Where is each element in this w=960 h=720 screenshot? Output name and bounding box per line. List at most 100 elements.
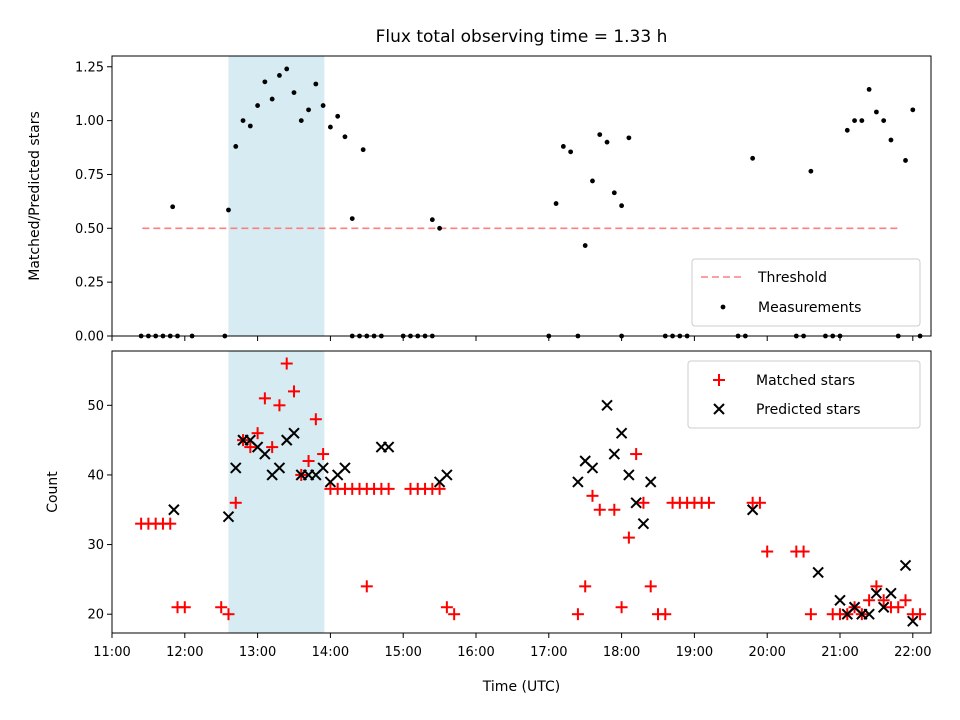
- count-x-ticks: 11:00 12:00 13:00 14:00 15:00 16:00 17:00 18:00…: [93, 633, 932, 660]
- measurement-point: [269, 96, 275, 102]
- ratio-y-axis-label: Matched/Predicted stars: [27, 111, 43, 281]
- x-tick-label: 16:00: [457, 645, 494, 660]
- matched-star-point: [433, 482, 446, 495]
- matched-star-point: [244, 441, 257, 454]
- predicted-star-point: [623, 469, 635, 481]
- matched-star-point: [644, 580, 657, 593]
- measurement-point: [335, 113, 341, 119]
- measurement-point: [226, 207, 231, 213]
- measurement-point: [262, 79, 268, 85]
- measurement-point: [320, 103, 326, 108]
- predicted-star-point: [168, 504, 180, 516]
- matched-star-point: [382, 482, 395, 495]
- predicted-star-point: [601, 399, 613, 412]
- ratio-y-tick-label: 1.25: [75, 60, 104, 75]
- matched-star-point: [586, 489, 599, 502]
- measurement-point: [604, 139, 610, 145]
- x-tick-label: 14:00: [312, 645, 349, 660]
- matched-star-point: [280, 357, 293, 370]
- predicted-star-point: [812, 566, 824, 579]
- ratio-y-tick-label: 0.00: [75, 330, 104, 345]
- matched-star-point: [702, 496, 715, 509]
- ratio-legend-box: [691, 258, 921, 327]
- legend-predicted-label: Predicted stars: [756, 402, 861, 418]
- measurement-point: [277, 72, 282, 78]
- ratio-observing-span: [228, 56, 325, 336]
- x-tick-label: 15:00: [384, 645, 421, 660]
- predicted-star-point: [586, 462, 599, 474]
- x-tick-label: 18:00: [603, 645, 640, 660]
- matched-star-point: [622, 531, 635, 544]
- ratio-panel: Flux total observing time = 1.33 h 0.000…: [27, 27, 932, 345]
- matched-star-point: [440, 601, 453, 614]
- measurement-point: [859, 118, 865, 124]
- measurement-point: [590, 178, 595, 184]
- measurement-point: [582, 243, 588, 248]
- predicted-star-point: [885, 587, 897, 600]
- predicted-star-point: [339, 462, 351, 474]
- predicted-star-point: [288, 427, 300, 439]
- measurement-point: [560, 144, 566, 149]
- count-y-tick-label: 30: [87, 538, 104, 553]
- matched-star-point: [615, 601, 628, 614]
- predicted-star-point: [441, 469, 453, 481]
- measurement-point: [298, 118, 304, 124]
- legend-matched-label: Matched stars: [756, 373, 855, 389]
- matched-star-point: [637, 496, 650, 509]
- count-panel-frame: [111, 350, 932, 634]
- x-tick-label: 21:00: [821, 645, 858, 660]
- predicted-star-point: [834, 594, 846, 606]
- measurement-point: [808, 168, 814, 174]
- measurement-point: [328, 124, 333, 130]
- ratio-y-ticks: 0.00 0.25 0.50 0.75 1.00 1.25: [75, 60, 112, 345]
- measurement-point: [247, 123, 253, 129]
- legend-matched-swatch: [713, 374, 725, 386]
- measurement-point: [852, 118, 857, 124]
- predicted-stars-points: [168, 399, 919, 627]
- predicted-star-point: [615, 427, 628, 439]
- x-tick-label: 12:00: [166, 645, 203, 660]
- matched-star-point: [309, 413, 322, 426]
- matched-star-point: [870, 580, 883, 593]
- x-tick-label: 11:00: [93, 645, 130, 660]
- matched-star-point: [178, 601, 191, 614]
- measurement-point: [568, 149, 574, 155]
- measurement-point: [233, 144, 239, 149]
- predicted-star-point: [572, 476, 584, 488]
- count-legend: Matched stars Predicted stars: [687, 360, 921, 429]
- legend-measurements-swatch: [720, 304, 726, 310]
- predicted-star-point: [259, 448, 271, 460]
- ratio-x-ticks: [111, 336, 914, 341]
- legend-predicted-swatch: [713, 403, 725, 415]
- matched-star-point: [797, 545, 810, 558]
- legend-measurements-label: Measurements: [758, 300, 861, 316]
- matched-star-point: [892, 601, 905, 614]
- measurement-point: [349, 216, 355, 222]
- measurement-point: [284, 66, 290, 72]
- predicted-star-point: [630, 497, 642, 509]
- predicted-star-point: [382, 441, 395, 453]
- matched-star-point: [222, 608, 235, 621]
- ratio-panel-frame: [111, 55, 932, 337]
- count-observing-span: [228, 351, 325, 633]
- measurement-point: [750, 155, 756, 161]
- predicted-star-point: [899, 559, 912, 572]
- x-tick-label: 17:00: [530, 645, 567, 660]
- measurement-point: [240, 118, 246, 124]
- predicted-star-point: [317, 462, 329, 474]
- count-y-tick-label: 50: [87, 399, 104, 414]
- predicted-star-point: [907, 615, 919, 627]
- x-tick-label: 13:00: [239, 645, 276, 660]
- measurement-point: [553, 201, 559, 206]
- count-y-tick-label: 20: [87, 608, 104, 623]
- measurement-point: [881, 118, 887, 124]
- x-axis-label: Time (UTC): [482, 679, 560, 695]
- measurement-point: [255, 103, 260, 108]
- ratio-y-tick-label: 0.75: [75, 168, 104, 183]
- matched-star-point: [659, 608, 672, 621]
- measurement-point: [429, 217, 435, 223]
- matched-star-point: [579, 580, 592, 593]
- predicted-star-point: [608, 448, 621, 460]
- predicted-star-point: [230, 462, 242, 474]
